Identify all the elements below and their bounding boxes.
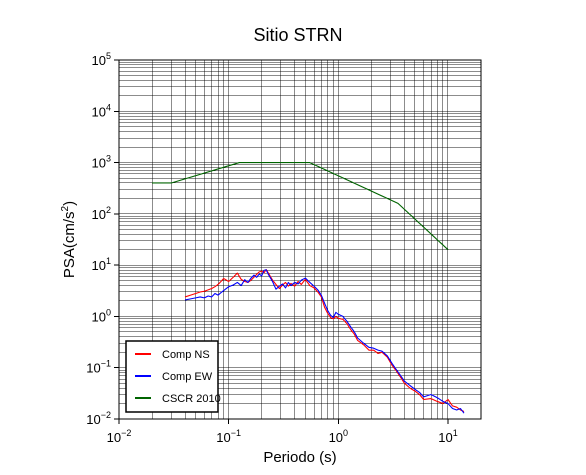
- chart-title: Sitio STRN: [253, 25, 342, 45]
- y-axis-label-superscript: 2: [60, 205, 71, 211]
- series-group: [152, 162, 465, 414]
- x-axis-label: Periodo (s): [263, 449, 336, 466]
- y-tick-label: 10−2: [86, 410, 111, 427]
- series-line-3: [152, 162, 449, 251]
- legend: Comp NS Comp EW CSCR 2010: [125, 340, 221, 413]
- series-line-1: [184, 269, 465, 413]
- y-tick-label: 102: [92, 205, 111, 222]
- legend-label-2: Comp EW: [162, 371, 213, 383]
- legend-label-1: Comp NS: [162, 349, 210, 361]
- plot-frame: [118, 59, 482, 420]
- y-tick-label: 10−1: [86, 359, 111, 376]
- x-tick-label: 101: [438, 428, 457, 445]
- x-tick-label: 10−2: [107, 428, 132, 445]
- legend-label-3: CSCR 2010: [162, 393, 221, 405]
- y-tick-label: 100: [92, 307, 111, 324]
- y-axis-label: PSA(cm/s2): [60, 201, 78, 278]
- x-tick-label: 10−1: [216, 428, 241, 445]
- series-line-2: [184, 269, 465, 414]
- y-tick-label: 105: [92, 51, 111, 68]
- x-axis: 10−2 10−1 100 101: [107, 419, 458, 445]
- x-tick-label: 100: [329, 428, 348, 445]
- y-axis-label-end: ): [61, 201, 78, 206]
- y-axis-label-base: PSA(cm/s: [61, 211, 78, 278]
- y-tick-label: 104: [92, 102, 111, 119]
- y-tick-label: 101: [92, 256, 111, 273]
- y-tick-label: 103: [92, 154, 111, 171]
- y-axis: 10−2 10−1 100 101 102 103 104 105: [86, 51, 119, 427]
